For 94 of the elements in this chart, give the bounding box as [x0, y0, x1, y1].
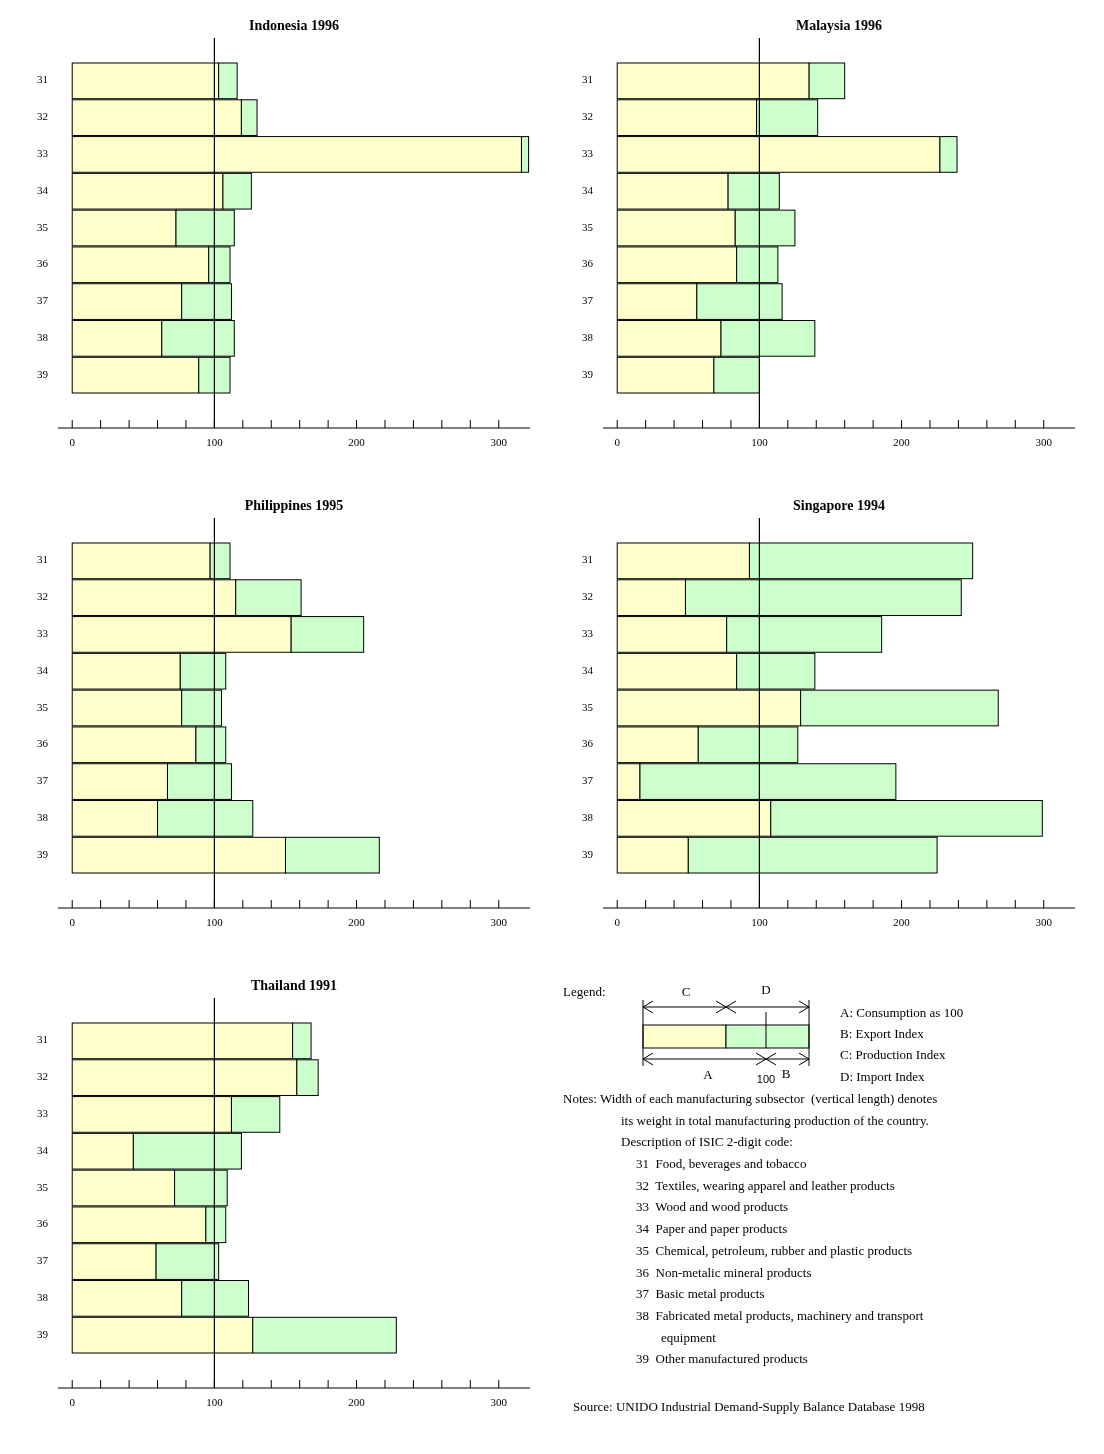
y-tick-label: 36 [37, 737, 49, 750]
x-tick-label: 100 [206, 916, 224, 928]
text: 100 [756, 1072, 776, 1085]
text: 39 Other manufactured products [636, 1351, 808, 1367]
y-tick-label: 38 [37, 810, 49, 823]
y-tick-label: 36 [582, 257, 594, 270]
text: C: Production Index [840, 1046, 946, 1062]
chart-title: Philippines 1995 [244, 498, 344, 513]
y-tick-label: 39 [582, 367, 594, 380]
chart-title: Thailand 1991 [251, 978, 337, 993]
x-tick-label: 300 [1035, 436, 1053, 448]
x-tick-label: 200 [348, 436, 366, 448]
x-tick-label: 200 [348, 1396, 366, 1408]
x-tick-label: 100 [206, 1396, 224, 1408]
y-tick-label: 35 [37, 700, 49, 713]
y-tick-label: 35 [582, 700, 594, 713]
y-tick-label: 32 [582, 590, 593, 603]
y-tick-label: 38 [582, 330, 594, 343]
x-tick-label: 300 [1035, 916, 1053, 928]
text: 34 Paper and paper products [636, 1221, 788, 1237]
text: Notes: Width of each manufacturing subsector (vertical length) denotes [563, 1090, 938, 1106]
x-tick-label: 100 [751, 916, 769, 928]
y-tick-label: 38 [37, 1290, 49, 1303]
text: D [761, 981, 771, 997]
y-tick-label: 33 [582, 626, 594, 639]
text: its weight in total manufacturing production of the country. [621, 1112, 929, 1128]
source-note: Source: UNIDO Industrial Demand-Supply Balance Database 1998 [573, 1398, 925, 1414]
y-tick-label: 34 [582, 663, 594, 676]
y-tick-label: 35 [37, 1180, 49, 1193]
text: 37 Basic metal products [636, 1286, 765, 1302]
y-tick-label: 32 [37, 110, 48, 123]
x-tick-label: 0 [614, 916, 621, 928]
y-tick-label: 33 [37, 146, 49, 159]
y-tick-label: 34 [37, 663, 49, 676]
y-tick-label: 31 [37, 73, 48, 86]
y-tick-label: 34 [582, 183, 594, 196]
y-tick-label: 35 [37, 220, 49, 233]
text: B [781, 1065, 791, 1081]
y-tick-label: 39 [582, 847, 594, 860]
x-tick-label: 300 [490, 1396, 508, 1408]
y-tick-label: 36 [37, 1217, 49, 1230]
x-tick-label: 0 [614, 436, 621, 448]
y-tick-label: 32 [37, 590, 48, 603]
y-tick-label: 36 [37, 257, 49, 270]
text: C [681, 983, 691, 999]
y-tick-label: 34 [37, 1143, 49, 1156]
y-tick-label: 32 [582, 110, 593, 123]
chart-title: Malaysia 1996 [796, 18, 882, 33]
x-tick-label: 300 [490, 436, 508, 448]
text: D: Import Index [840, 1068, 925, 1084]
x-tick-label: 100 [751, 436, 769, 448]
y-tick-label: 31 [37, 1033, 48, 1046]
text: A [703, 1066, 714, 1082]
y-tick-label: 31 [582, 73, 593, 86]
y-tick-label: 31 [582, 553, 593, 566]
text: B: Export Index [840, 1025, 925, 1041]
y-tick-label: 38 [37, 330, 49, 343]
y-tick-label: 39 [37, 847, 49, 860]
text: 31 Food, beverages and tobacco [636, 1156, 807, 1172]
chart-title: Indonesia 1996 [249, 18, 339, 33]
y-tick-label: 35 [582, 220, 594, 233]
x-tick-label: 200 [348, 916, 366, 928]
x-tick-label: 0 [69, 916, 76, 928]
y-tick-label: 36 [582, 737, 594, 750]
y-tick-label: 37 [37, 1254, 49, 1267]
y-tick-label: 33 [582, 146, 594, 159]
text: 33 Wood and wood products [636, 1199, 789, 1215]
text: 35 Chemical, petroleum, rubber and plastic products [636, 1242, 913, 1258]
x-tick-label: 0 [69, 1396, 76, 1408]
y-tick-label: 34 [37, 183, 49, 196]
text: Legend: [563, 983, 606, 999]
x-tick-label: 0 [69, 436, 76, 448]
y-tick-label: 37 [37, 774, 49, 787]
y-tick-label: 39 [37, 367, 49, 380]
text: 38 Fabricated metal products, machinery and transport [636, 1307, 924, 1323]
text: 36 Non-metalic mineral products [636, 1264, 812, 1280]
x-tick-label: 100 [206, 436, 224, 448]
y-tick-label: 32 [37, 1070, 48, 1083]
y-tick-label: 37 [37, 294, 49, 307]
x-tick-label: 300 [490, 916, 508, 928]
y-tick-label: 31 [37, 553, 48, 566]
x-tick-label: 200 [893, 916, 911, 928]
text: A: Consumption as 100 [840, 1004, 964, 1020]
y-tick-label: 38 [582, 810, 594, 823]
text: Description of ISIC 2-digit code: [621, 1134, 793, 1150]
y-tick-label: 39 [37, 1327, 49, 1340]
y-tick-label: 33 [37, 1106, 49, 1119]
y-tick-label: 37 [582, 774, 594, 787]
y-tick-label: 33 [37, 626, 49, 639]
text: equipment [661, 1329, 717, 1345]
text: 32 Textiles, wearing apparel and leather products [636, 1177, 895, 1193]
chart-title: Singapore 1994 [793, 498, 885, 513]
x-tick-label: 200 [893, 436, 911, 448]
y-tick-label: 37 [582, 294, 594, 307]
